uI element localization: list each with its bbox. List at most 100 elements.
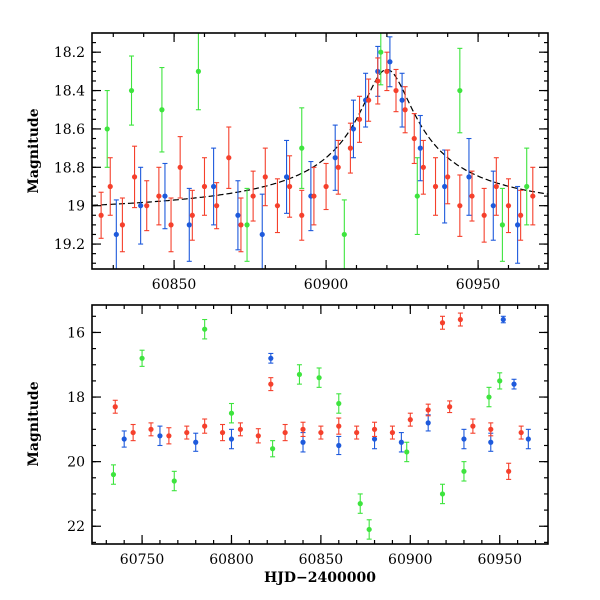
green-data-point [104,90,110,168]
blue-data-point [490,170,496,241]
red-data-point [457,174,463,237]
green-data-point [486,386,492,408]
green-marker [195,68,201,74]
blue-data-point [350,99,357,159]
red-data-point [445,149,451,205]
red-data-point [411,113,417,165]
red-marker [447,404,453,410]
green-marker [357,501,363,507]
red-data-point [177,136,183,199]
blue-data-point [500,315,506,324]
red-data-point [518,425,524,440]
red-marker [470,423,476,429]
blue-marker [511,381,517,387]
red-data-point [493,157,499,216]
top-axis-ticks: 60850 60900 60950 18.2 18.4 18.6 18.8 19 19.2 [54,33,548,293]
red-marker [402,107,408,113]
blue-data-point [336,435,342,456]
x-tick-label: 60850 [299,552,344,568]
green-data-point [228,402,235,424]
blue-marker [466,174,472,180]
red-marker [488,426,494,432]
green-data-point [461,461,467,482]
red-data-point [262,147,268,207]
red-marker [168,222,174,228]
green-data-point [524,147,530,226]
x-tick-label: 60800 [209,552,254,568]
blue-data-point [186,187,192,262]
red-data-point [347,122,353,174]
green-data-point [171,470,177,492]
blue-data-point [162,162,168,230]
red-data-point [131,145,138,209]
green-marker [404,449,410,455]
blue-data-point [461,428,467,450]
blue-data-point [387,36,393,88]
green-data-point [202,318,208,340]
red-data-point [282,423,288,442]
red-data-point [469,170,475,222]
red-marker [274,203,281,209]
green-data-point [378,33,384,86]
blue-data-point [283,139,290,214]
x-tick-label: 60900 [304,277,349,293]
red-marker [530,193,536,199]
blue-data-point [515,185,521,264]
red-data-point [202,418,208,434]
red-marker [335,164,341,170]
red-marker [469,193,475,199]
green-marker [104,126,110,132]
red-data-point [336,417,342,435]
red-marker [420,164,426,170]
red-data-point [107,157,113,216]
x-tick-label: 60950 [456,277,501,293]
red-marker [505,203,512,209]
red-marker [130,429,136,436]
green-data-point [457,47,463,134]
blue-marker [387,59,393,65]
red-data-point [311,166,317,226]
red-marker [166,433,172,439]
blue-marker [121,436,127,442]
red-data-point [318,425,324,440]
blue-data-point [121,430,127,448]
red-data-point [432,157,439,216]
blue-data-point [417,114,423,182]
x-tick-label: 60900 [388,552,433,568]
green-data-point [159,66,165,153]
red-data-point [299,189,305,241]
red-marker [98,212,104,218]
green-data-point [341,199,347,269]
y-tick-label: 22 [67,519,85,535]
bottom-data-points [110,312,531,540]
y-tick-label: 16 [67,325,85,341]
green-marker [439,491,446,497]
blue-marker [350,126,357,132]
blue-marker [490,203,496,209]
blue-data-point [442,149,448,224]
red-data-point [144,180,150,232]
red-data-point [420,139,426,195]
red-marker [184,429,190,436]
red-data-point [389,425,396,440]
red-data-point [384,51,390,92]
red-marker [237,426,244,432]
red-marker [393,87,399,94]
red-marker [432,183,439,190]
blue-marker [442,183,448,190]
red-marker [384,68,390,74]
red-data-point [371,421,378,438]
green-data-point [299,107,305,189]
red-marker [445,174,451,180]
green-marker [524,183,530,190]
top-model-curve-group [92,68,548,206]
green-marker [128,87,135,94]
blue-data-point [425,414,431,432]
green-data-point [128,55,135,126]
red-marker [202,423,208,429]
green-data-point [316,367,322,388]
red-data-point [375,57,381,105]
red-data-point [148,422,154,437]
red-marker [189,212,195,218]
blue-marker [193,439,199,445]
